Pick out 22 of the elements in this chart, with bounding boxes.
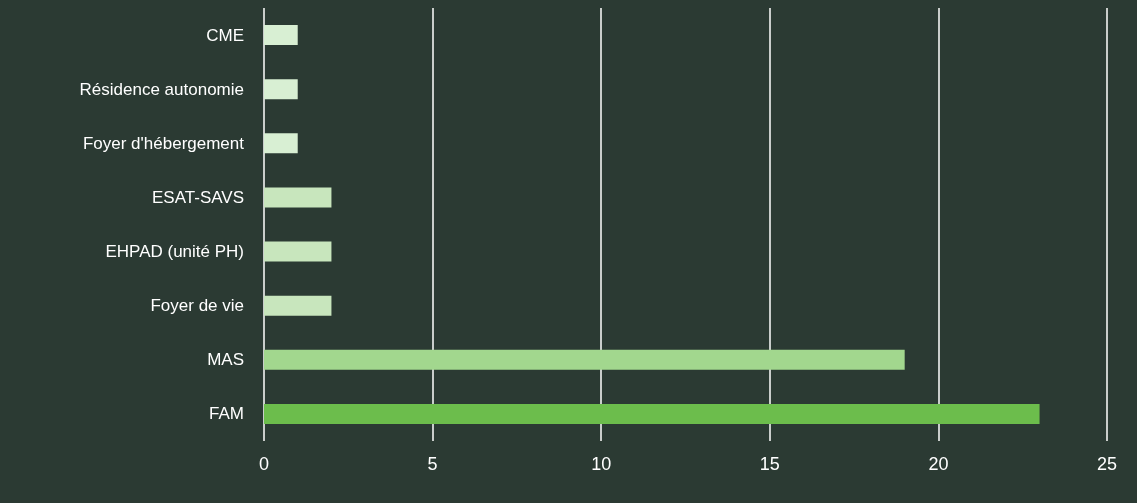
bar [264, 187, 332, 208]
y-tick-label: MAS [207, 350, 244, 370]
y-tick-label: Foyer de vie [150, 296, 244, 316]
bar [264, 133, 298, 154]
bar [264, 25, 298, 46]
y-tick-label: FAM [209, 404, 244, 424]
y-tick-label: CME [206, 25, 244, 45]
bar [264, 403, 1040, 424]
y-tick-label: Résidence autonomie [79, 79, 244, 99]
x-tick-label: 0 [258, 454, 270, 474]
x-tick-label: 10 [591, 454, 612, 474]
bar [264, 295, 332, 316]
bar [264, 241, 332, 262]
x-tick-label: 20 [928, 454, 949, 474]
bar [264, 349, 905, 370]
x-tick-label: 5 [427, 454, 438, 474]
bar [264, 79, 298, 100]
y-tick-label: Foyer d'hébergement [82, 133, 245, 153]
y-tick-label: EHPAD (unité PH) [105, 242, 244, 262]
x-tick-label: 25 [1096, 454, 1118, 474]
y-tick-label: ESAT-SAVS [152, 187, 244, 207]
x-tick-label: 15 [759, 454, 780, 474]
